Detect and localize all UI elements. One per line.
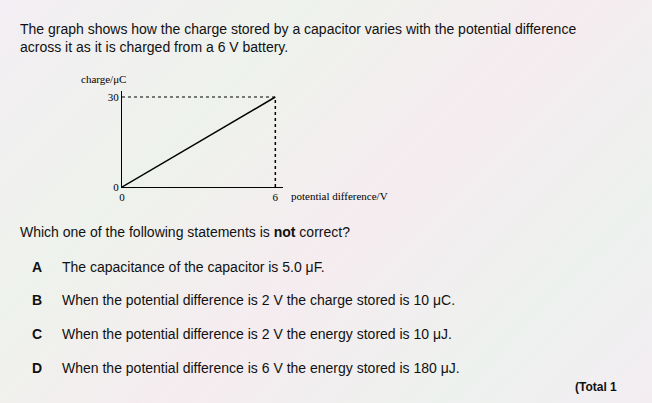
svg-text:0: 0 — [119, 191, 125, 203]
html-text:D: D — [32, 360, 43, 376]
html-text:When the potential difference: When the potential difference is 2 V the… — [62, 292, 455, 308]
svg-text:30: 30 — [108, 91, 120, 103]
html-text:B: B — [32, 292, 43, 308]
html-text:C: C — [32, 326, 43, 342]
html-text:A: A — [32, 259, 43, 275]
svg-text:0: 0 — [113, 181, 119, 193]
html-text:(Total 1: (Total 1 — [575, 380, 617, 394]
html-text:Which one of the following sta: Which one of the following statements is… — [20, 224, 350, 240]
html-text:The graph shows how the charge: The graph shows how the charge stored by… — [20, 21, 577, 37]
html-text:When the potential difference: When the potential difference is 2 V the… — [62, 326, 452, 342]
html-text:The capacitance of the capacit: The capacitance of the capacitor is 5.0 … — [62, 259, 325, 275]
svg-text:potential difference/V: potential difference/V — [291, 190, 388, 202]
svg-text:charge/μC: charge/μC — [81, 73, 126, 85]
svg-text:6: 6 — [273, 191, 279, 203]
html-text:When the potential difference: When the potential difference is 6 V the… — [62, 360, 460, 376]
html-text:across it as it is charged fro: across it as it is charged from a 6 V ba… — [20, 39, 289, 55]
